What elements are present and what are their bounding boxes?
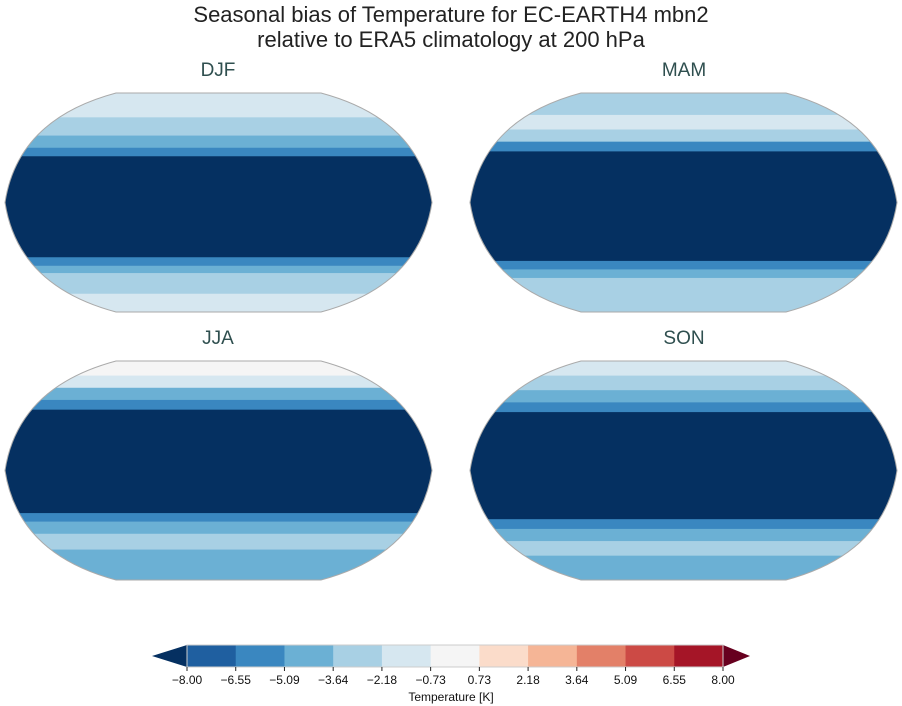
map-outline [4,360,433,581]
colorbar-swatch [284,645,334,667]
colorbar-tick-label: 8.00 [711,673,735,687]
panel-title-son: SON [663,328,705,349]
figure-title-line1: Seasonal bias of Temperature for EC-EART… [193,2,709,27]
bias-band [5,293,432,312]
colorbar-over-arrow [723,645,750,667]
map-outline [469,360,898,581]
bias-band [5,409,432,514]
colorbar-frame [186,644,724,668]
bias-band [470,541,897,557]
bias-band [5,265,432,274]
bias-band [5,361,432,377]
colorbar-tick-label: −2.18 [366,673,398,687]
map-panel-djf [5,93,432,312]
bias-band [470,519,897,530]
colorbar-swatch [528,645,578,667]
bias-band [5,387,432,401]
map-outline [4,92,433,313]
bias-band [470,555,897,580]
bias-band [5,521,432,535]
panel-title-mam: MAM [661,60,707,81]
bias-band [470,129,897,143]
bias-band [5,257,432,267]
bias-band [470,402,897,413]
colorbar-swatch [576,645,627,667]
bias-band [470,528,897,542]
bias-band [470,114,897,130]
map-panel-mam [470,93,897,312]
bias-band [470,260,897,270]
colorbar-tick-label: 3.64 [565,673,589,687]
panel-title-jja: JJA [202,328,234,349]
colorbar-swatch [479,645,529,667]
colorbar-label: Temperature [K] [408,690,494,704]
colorbar-tick-label: 2.18 [516,673,540,687]
bias-band [470,390,897,403]
bias-band [470,412,897,520]
bias-band [5,273,432,295]
colorbar-tick-label: −8.00 [171,673,203,687]
bias-band [5,549,432,580]
colorbar-tick-label: −3.64 [317,673,349,687]
bias-band [5,117,432,137]
map-panel-son [470,361,897,580]
colorbar-swatch [187,645,237,667]
bias-band [470,375,897,391]
colorbar-swatch [674,645,724,667]
colorbar-swatch [381,645,432,667]
colorbar-tick-label: −0.73 [415,673,446,687]
colorbar-swatch [625,645,675,667]
panel-title-djf: DJF [200,60,236,81]
bias-band [5,399,432,411]
colorbar-tick-label: −6.55 [220,673,251,687]
bias-band [470,93,897,116]
colorbar-swatch [333,645,383,667]
colorbar-tick-label: −5.09 [269,673,300,687]
bias-band [470,277,897,312]
map-outline [469,92,898,313]
colorbar-swatch [235,645,285,667]
colorbar-tick-label: 6.55 [662,673,686,687]
bias-band [5,147,432,157]
bias-band [5,135,432,149]
bias-band [470,141,897,152]
colorbar-swatch [430,645,480,667]
colorbar-tick-label: 0.73 [467,673,492,687]
bias-band [5,93,432,118]
bias-band [5,533,432,551]
bias-band [470,151,897,262]
bias-band [470,269,897,279]
figure-title-line2: relative to ERA5 climatology at 200 hPa [257,27,645,52]
bias-band [5,513,432,523]
bias-band [5,156,432,258]
bias-band [470,361,897,377]
colorbar-tick-label: 5.09 [613,673,638,687]
map-panel-jja [5,361,432,580]
colorbar-under-arrow [152,645,187,667]
bias-band [5,375,432,389]
